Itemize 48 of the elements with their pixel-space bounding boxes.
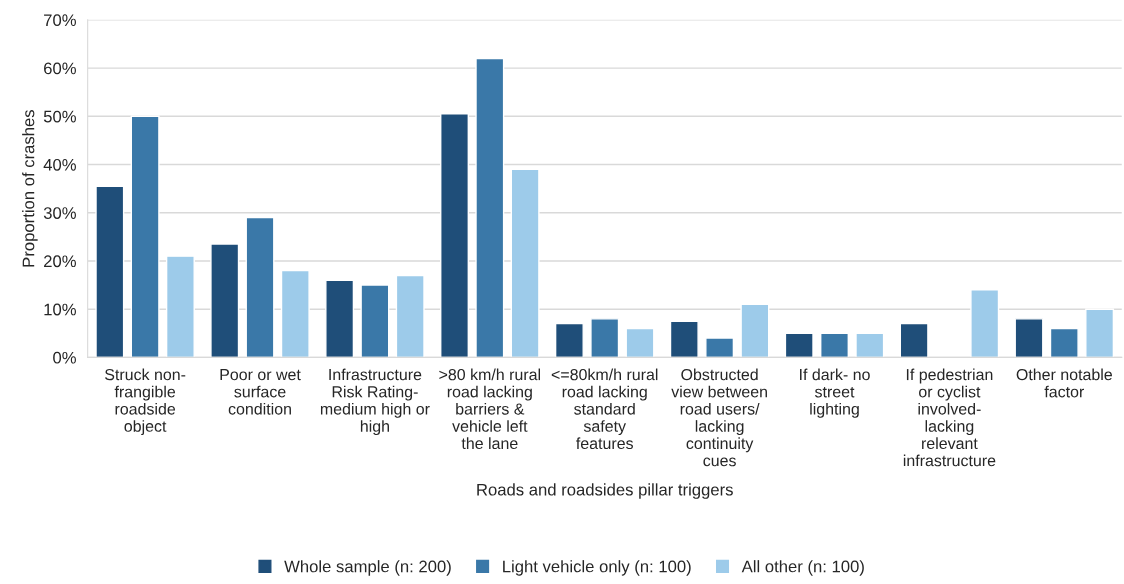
legend-label: Whole sample (n: 200) (284, 560, 451, 576)
bar (130, 115, 160, 358)
x-tick-label: Infrastructure Risk Rating-medium high or high (320, 368, 430, 436)
legend-label: Light vehicle only (n: 100) (503, 560, 691, 576)
bar (1049, 327, 1079, 358)
bar (740, 303, 770, 358)
x-tick-label: Other notable factor (1016, 368, 1112, 398)
bar (325, 279, 355, 358)
y-tick-label: 40% (43, 158, 76, 171)
bar (554, 322, 584, 358)
y-tick-label: 20% (44, 255, 76, 268)
x-tick-label: Obstructed view between road users/ lacking continuity cues (671, 368, 767, 467)
bar (95, 185, 125, 358)
bar (510, 168, 540, 358)
x-tick-label: If pedestrian or cyclist involved-lacking relevant infrastructure (903, 368, 996, 467)
y-tick-label: 30% (43, 207, 76, 219)
y-tick-label: 0% (53, 351, 76, 364)
bar (1085, 308, 1115, 358)
x-tick-label: >80 km/h rural road lacking barriers & vehicle left the lane (439, 368, 541, 450)
x-tick-label: If dark- no street lighting (800, 368, 870, 418)
bar (245, 216, 275, 358)
x-tick-label: Struck non-frangible roadside object (105, 368, 186, 436)
bar (705, 337, 735, 358)
bar (1014, 318, 1044, 358)
x-axis-title: Roads and roadsides pillar triggers (477, 483, 733, 499)
bar (590, 318, 620, 358)
bar (395, 274, 425, 358)
y-tick-label: 60% (44, 62, 76, 75)
y-tick-label: 10% (44, 303, 76, 316)
bar (970, 289, 1000, 358)
bar (669, 320, 699, 358)
y-tick-label: 50% (43, 110, 76, 123)
bar (360, 284, 390, 358)
bar (165, 255, 195, 358)
bar (784, 332, 814, 358)
x-tick-label: <=80km/h rural road lacking standard safety features (551, 368, 658, 450)
bar (899, 322, 929, 358)
bar (625, 327, 655, 358)
y-tick-label: 70% (44, 14, 76, 27)
y-axis-title: Proportion of crashes (22, 110, 38, 267)
legend-label: All other (n: 100) (741, 560, 864, 576)
bar (210, 243, 240, 358)
bar (440, 113, 470, 358)
bar (475, 57, 505, 358)
x-tick-label: Poor or wet surface condition (220, 369, 301, 415)
bar (820, 332, 849, 358)
bar (855, 332, 885, 358)
bar (280, 269, 310, 358)
